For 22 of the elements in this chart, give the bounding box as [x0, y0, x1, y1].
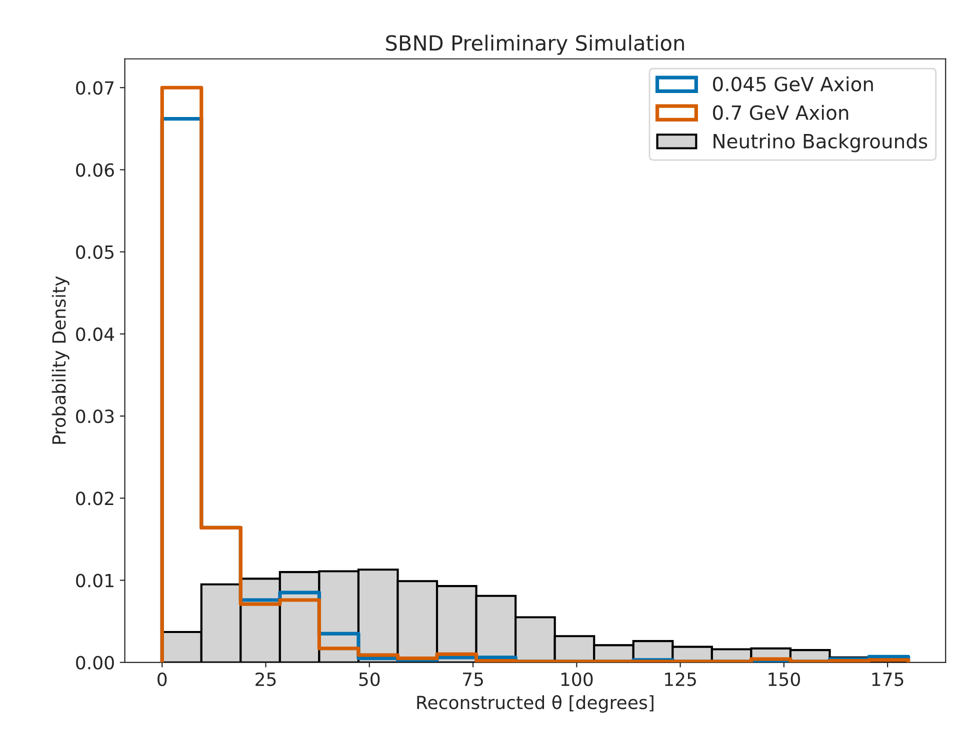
x-tick-label: 150 [768, 672, 800, 686]
y-tick-label: 0.05 [76, 245, 114, 259]
y-tick-label: 0.06 [76, 163, 114, 177]
y-tick-label: 0.02 [76, 492, 114, 506]
y-tick-label: 0.01 [76, 574, 114, 588]
x-tick-label: 125 [665, 672, 696, 686]
y-tick-label: 0.07 [76, 81, 114, 95]
legend-label: Neutrino Backgrounds [714, 133, 928, 152]
y-tick-label: 0.04 [76, 327, 114, 342]
x-axis-title: Reconstructed θ [degrees] [417, 695, 654, 713]
x-tick-label: 0 [158, 672, 167, 686]
x-tick-label: 25 [256, 672, 276, 686]
y-tick-label: 0.00 [76, 656, 114, 670]
y-tick-label: 0.03 [76, 410, 114, 424]
chart-title: SBND Preliminary Simulation [386, 34, 684, 55]
legend-label: 0.045 GeV Axion [713, 76, 873, 92]
x-tick-label: 75 [463, 672, 483, 686]
x-tick-label: 50 [359, 672, 380, 686]
x-tick-label: 175 [872, 672, 904, 686]
x-tick-label: 100 [561, 672, 593, 686]
legend-label: 0.7 GeV Axion [713, 104, 848, 120]
y-axis-title: Probability Density [52, 276, 70, 444]
